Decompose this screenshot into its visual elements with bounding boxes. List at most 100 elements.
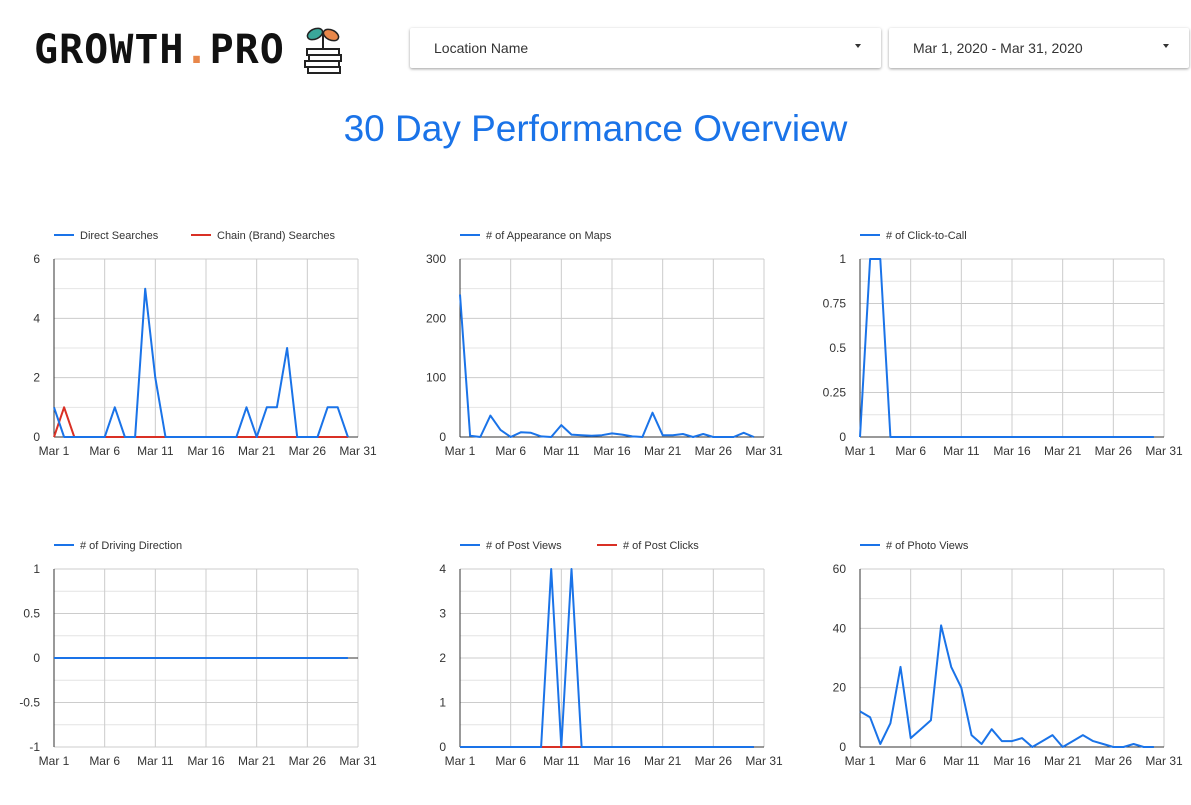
x-tick-label: Mar 26	[289, 754, 327, 768]
x-tick-label: Mar 26	[289, 444, 327, 458]
x-tick-label: Mar 16	[993, 754, 1031, 768]
x-tick-label: Mar 31	[339, 754, 377, 768]
chart-6: 0 20 40 60 Mar 1 Mar 6 Mar 11 Mar 16 Mar 21 Mar 2…	[833, 540, 1183, 768]
x-tick-label: Mar 21	[1044, 754, 1082, 768]
x-tick-label: Mar 1	[845, 754, 876, 768]
y-tick-label: 1	[839, 252, 846, 266]
y-tick-label: 4	[439, 562, 446, 576]
y-tick-label: 60	[833, 562, 847, 576]
x-tick-label: Mar 6	[495, 444, 526, 458]
location-name-dropdown[interactable]: Location Name	[410, 28, 881, 68]
x-tick-label: Mar 11	[543, 754, 580, 768]
growth-pro-logo: GROWTH.PRO	[34, 24, 347, 76]
legend-label: # of Appearance on Maps	[486, 230, 612, 242]
legend-label: Chain (Brand) Searches	[217, 230, 336, 242]
chart-5: 0 1 2 3 4 Mar 1 Mar 6 Mar 11 Mar 16 Mar 21 Mar 26 M…	[439, 540, 783, 768]
x-tick-label: Mar 21	[238, 754, 276, 768]
x-tick-label: Mar 6	[895, 754, 926, 768]
series-line	[459, 294, 755, 438]
y-tick-label: 200	[426, 311, 446, 325]
legend-label: # of Photo Views	[886, 540, 969, 552]
date-range-label: Mar 1, 2020 - Mar 31, 2020	[913, 40, 1083, 56]
x-tick-label: Mar 1	[39, 754, 70, 768]
y-tick-label: 6	[33, 252, 40, 266]
x-tick-label: Mar 31	[745, 754, 783, 768]
y-tick-label: 0.5	[829, 341, 846, 355]
series-line	[859, 624, 1154, 748]
x-tick-label: Mar 16	[593, 754, 631, 768]
y-tick-label: -0.5	[19, 696, 40, 710]
x-tick-label: Mar 11	[943, 754, 980, 768]
x-tick-label: Mar 31	[745, 444, 783, 458]
x-tick-label: Mar 26	[1095, 444, 1133, 458]
x-tick-label: Mar 21	[644, 754, 682, 768]
legend-label: Direct Searches	[80, 230, 159, 242]
y-tick-label: 1	[439, 696, 446, 710]
x-tick-label: Mar 11	[543, 444, 580, 458]
x-tick-label: Mar 16	[993, 444, 1031, 458]
x-tick-label: Mar 6	[89, 754, 120, 768]
legend-label: # of Driving Direction	[80, 540, 182, 552]
chart-2: 0 100 200 300 Mar 1 Mar 6 Mar 11 Mar 16 Mar 21 Ma…	[426, 230, 783, 458]
location-dropdown-label: Location Name	[434, 40, 529, 56]
y-tick-label: 100	[426, 371, 446, 385]
y-tick-label: 4	[33, 311, 40, 325]
y-tick-label: 0	[439, 430, 446, 444]
x-tick-label: Mar 21	[1044, 444, 1082, 458]
y-tick-label: -1	[29, 740, 40, 754]
x-tick-label: Mar 16	[187, 754, 225, 768]
x-tick-label: Mar 26	[695, 754, 733, 768]
y-tick-label: 0.5	[23, 607, 40, 621]
y-tick-label: 20	[833, 681, 847, 695]
series-line	[460, 568, 754, 748]
y-tick-label: 3	[439, 607, 446, 621]
y-tick-label: 0	[33, 430, 40, 444]
x-tick-label: Mar 11	[137, 444, 174, 458]
y-tick-label: 300	[426, 252, 446, 266]
x-tick-label: Mar 6	[895, 444, 926, 458]
y-tick-label: 2	[33, 371, 40, 385]
y-tick-label: 2	[439, 651, 446, 665]
caret-down-icon	[855, 44, 861, 48]
legend-label: # of Post Views	[486, 540, 562, 552]
chart-3: 0 0.25 0.5 0.75 1 Mar 1 Mar 6 Mar 11 Mar 16 Mar 2…	[823, 230, 1183, 458]
x-tick-label: Mar 21	[644, 444, 682, 458]
legend-label: # of Post Clicks	[623, 540, 699, 552]
y-tick-label: 0.75	[823, 297, 847, 311]
x-tick-label: Mar 11	[943, 444, 980, 458]
series-line	[859, 258, 1154, 438]
plant-on-books-icon	[303, 27, 342, 74]
x-tick-label: Mar 16	[593, 444, 631, 458]
x-tick-label: Mar 1	[845, 444, 876, 458]
x-tick-label: Mar 6	[495, 754, 526, 768]
x-tick-label: Mar 31	[339, 444, 377, 458]
page-title: 30 Day Performance Overview	[343, 108, 848, 149]
caret-down-icon	[1163, 44, 1169, 48]
y-tick-label: 40	[833, 621, 847, 635]
y-tick-label: 0	[839, 430, 846, 444]
x-tick-label: Mar 16	[187, 444, 225, 458]
x-tick-label: Mar 26	[695, 444, 733, 458]
x-tick-label: Mar 1	[445, 444, 476, 458]
x-tick-label: Mar 31	[1145, 444, 1183, 458]
series-line	[53, 406, 348, 438]
y-tick-label: 0	[439, 740, 446, 754]
x-tick-label: Mar 31	[1145, 754, 1183, 768]
x-tick-label: Mar 6	[89, 444, 120, 458]
y-tick-label: 1	[33, 562, 40, 576]
series-line	[53, 287, 349, 438]
x-tick-label: Mar 1	[39, 444, 70, 458]
chart-4: -1 -0.5 0 0.5 1 Mar 1 Mar 6 Mar 11 Mar 16 Mar 21 M…	[19, 540, 377, 768]
y-tick-label: 0	[839, 740, 846, 754]
x-tick-label: Mar 1	[445, 754, 476, 768]
logo-text: GROWTH.PRO	[34, 27, 285, 73]
chart-1: 0 2 4 6 Mar 1 Mar 6 Mar 11 Mar 16 Mar 21 Mar 26 Ma…	[33, 230, 377, 458]
legend-label: # of Click-to-Call	[886, 230, 967, 242]
x-tick-label: Mar 26	[1095, 754, 1133, 768]
y-tick-label: 0	[33, 651, 40, 665]
date-range-dropdown[interactable]: Mar 1, 2020 - Mar 31, 2020	[889, 28, 1189, 68]
y-tick-label: 0.25	[823, 386, 847, 400]
x-tick-label: Mar 11	[137, 754, 174, 768]
x-tick-label: Mar 21	[238, 444, 276, 458]
